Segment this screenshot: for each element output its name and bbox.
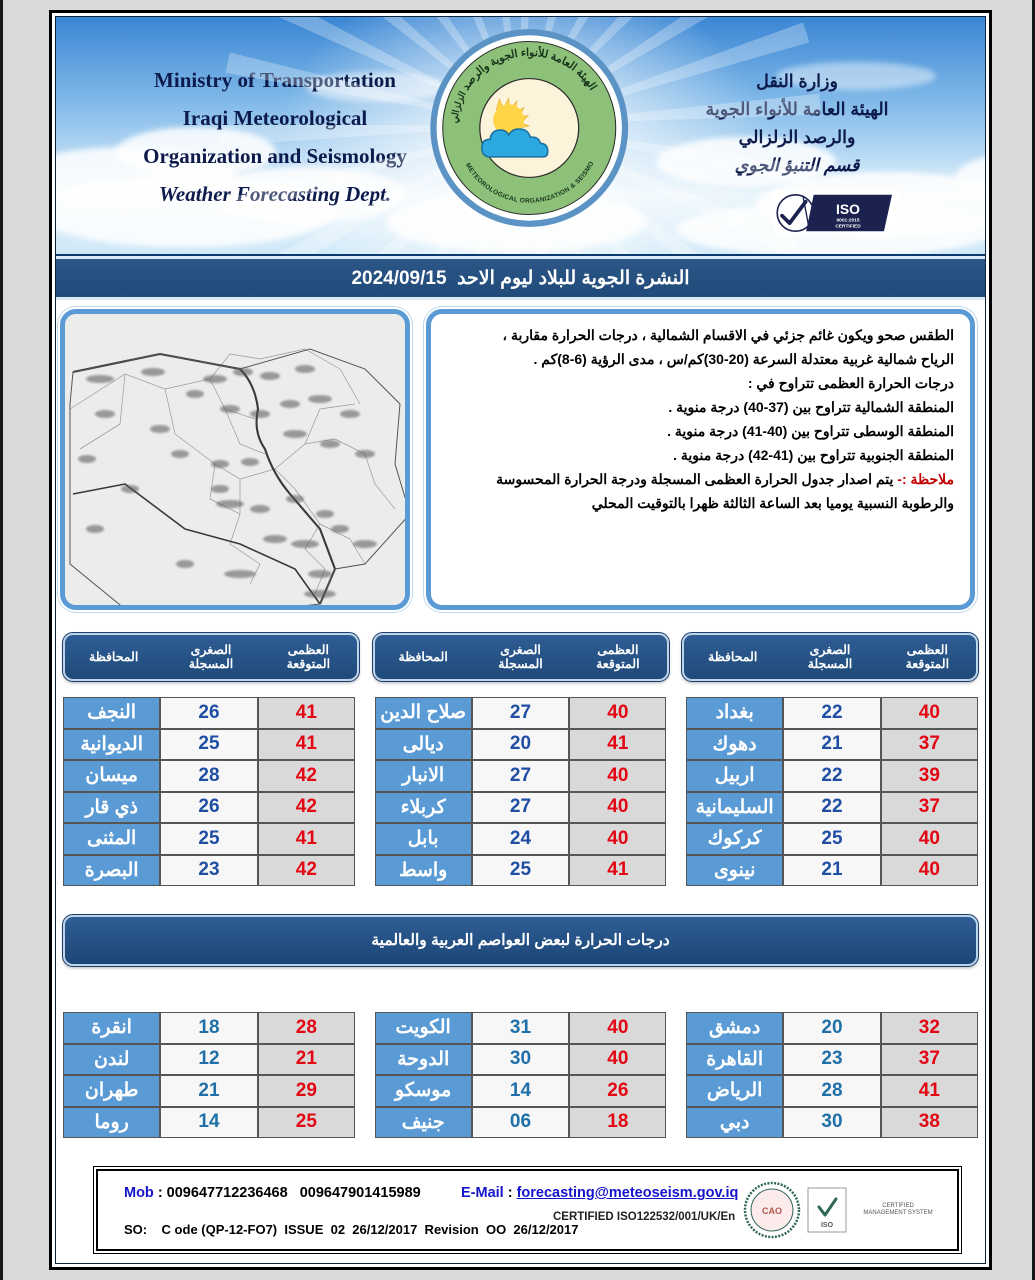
svg-text:ISO: ISO [836,201,860,217]
svg-text:CERTIFIED: CERTIFIED [835,223,861,229]
svg-text:ISO: ISO [821,1222,834,1229]
svg-text:9001:2015: 9001:2015 [837,218,860,224]
svg-text:CAO: CAO [762,1206,782,1216]
